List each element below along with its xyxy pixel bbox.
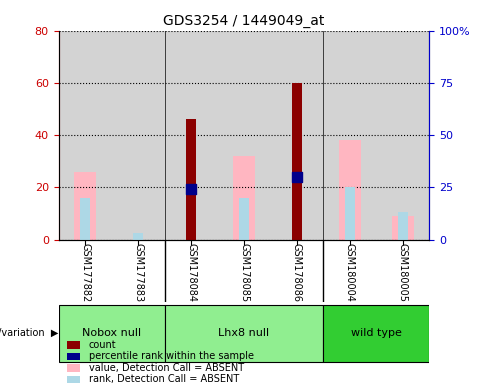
Bar	[398, 212, 408, 240]
Bar	[186, 119, 196, 240]
Title: GDS3254 / 1449049_at: GDS3254 / 1449049_at	[163, 14, 325, 28]
Text: Nobox null: Nobox null	[82, 328, 141, 338]
Text: rank, Detection Call = ABSENT: rank, Detection Call = ABSENT	[89, 374, 239, 384]
FancyBboxPatch shape	[59, 305, 164, 362]
Bar	[339, 140, 361, 240]
Text: genotype/variation  ▶: genotype/variation ▶	[0, 328, 59, 338]
Text: GSM180004: GSM180004	[345, 243, 355, 301]
Bar	[218, 31, 270, 240]
Bar	[292, 83, 302, 240]
Point	[187, 186, 195, 192]
Bar	[67, 376, 80, 383]
FancyBboxPatch shape	[164, 305, 324, 362]
Text: GSM178085: GSM178085	[239, 243, 249, 302]
Bar	[345, 187, 355, 240]
Text: GSM180005: GSM180005	[398, 243, 408, 302]
Bar	[112, 31, 164, 240]
Bar	[324, 31, 376, 240]
Bar	[270, 31, 324, 240]
Text: Lhx8 null: Lhx8 null	[219, 328, 269, 338]
Text: percentile rank within the sample: percentile rank within the sample	[89, 351, 254, 361]
Text: value, Detection Call = ABSENT: value, Detection Call = ABSENT	[89, 363, 244, 373]
FancyBboxPatch shape	[324, 305, 429, 362]
Bar	[67, 364, 80, 372]
Bar	[75, 172, 96, 240]
Text: GSM178086: GSM178086	[292, 243, 302, 302]
Bar	[233, 156, 255, 240]
Bar	[80, 198, 90, 240]
Bar	[376, 31, 429, 240]
Bar	[67, 341, 80, 349]
Bar	[59, 31, 112, 240]
Text: count: count	[89, 340, 116, 350]
Text: GSM177883: GSM177883	[133, 243, 143, 302]
Text: GSM177882: GSM177882	[80, 243, 90, 302]
Point	[293, 174, 301, 180]
Bar	[67, 353, 80, 360]
Text: wild type: wild type	[351, 328, 402, 338]
Text: GSM178084: GSM178084	[186, 243, 196, 302]
Bar	[164, 31, 218, 240]
Bar	[239, 198, 249, 240]
Bar	[392, 216, 413, 240]
Bar	[133, 233, 143, 240]
